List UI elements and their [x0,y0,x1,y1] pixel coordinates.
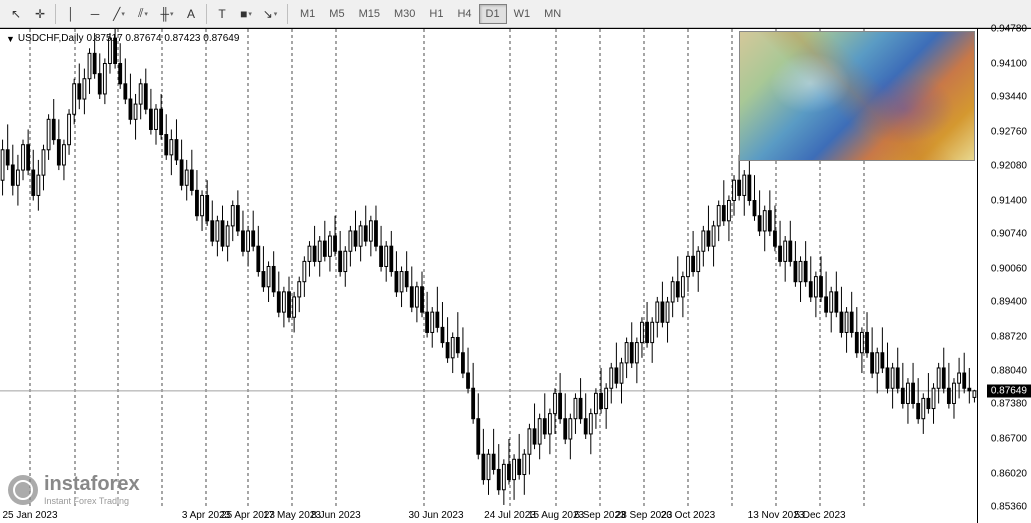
price-tick: 0.90740 [991,229,1027,240]
separator [206,4,207,24]
time-tick: 5 Dec 2023 [794,510,845,521]
price-tick: 0.94780 [991,24,1027,35]
price-tick: 0.89400 [991,296,1027,307]
price-tick: 0.90060 [991,263,1027,274]
time-tick: 8 Jun 2023 [311,510,361,521]
separator [287,4,288,24]
symbol-info: ▼ USDCHF,Daily 0.87517 0.87674 0.87423 0… [6,33,239,44]
price-tick: 0.92080 [991,161,1027,172]
time-tick: 20 Oct 2023 [661,510,715,521]
currency-image [739,31,975,161]
vline-icon[interactable]: │ [59,3,83,25]
timeframe-m1[interactable]: M1 [293,4,322,24]
drawing-toolbar: ↖✛ │─╱▾⫽▾╫▾AT■▾↘▾ M1M5M15M30H1H4D1W1MN [0,0,1031,28]
price-tick: 0.85360 [991,502,1027,513]
hline-icon[interactable]: ─ [83,3,107,25]
instaforex-logo: instaforex Instant Forex Trading [8,473,140,506]
price-tick: 0.88040 [991,366,1027,377]
separator [55,4,56,24]
chart-area: ▼ USDCHF,Daily 0.87517 0.87674 0.87423 0… [0,28,1031,522]
price-axis: 0.947800.941000.934400.927600.920800.914… [977,29,1031,523]
symbol-label: USDCHF,Daily [18,33,84,44]
trendline-icon[interactable]: ╱▾ [107,3,131,25]
price-tick: 0.94100 [991,58,1027,69]
ohlc-values: 0.87517 0.87674 0.87423 0.87649 [86,33,239,44]
price-tick: 0.88720 [991,331,1027,342]
current-price-marker: 0.87649 [987,384,1031,397]
logo-subtitle: Instant Forex Trading [44,496,140,506]
cursor-icon[interactable]: ↖ [4,3,28,25]
timeframe-h4[interactable]: H4 [450,4,478,24]
logo-icon [8,475,38,505]
equidistant-icon[interactable]: ⫽▾ [131,3,155,25]
timeframe-w1[interactable]: W1 [507,4,538,24]
textlabel-icon[interactable]: T [210,3,234,25]
logo-brand: instaforex [44,473,140,495]
timeframe-m5[interactable]: M5 [322,4,351,24]
price-tick: 0.93440 [991,91,1027,102]
dropdown-arrow-icon[interactable]: ▼ [6,34,15,44]
timeframe-mn[interactable]: MN [537,4,568,24]
price-tick: 0.86700 [991,434,1027,445]
time-tick: 25 Jan 2023 [2,510,57,521]
text-icon[interactable]: A [179,3,203,25]
time-tick: 30 Jun 2023 [408,510,463,521]
price-tick: 0.92760 [991,126,1027,137]
arrows-icon[interactable]: ↘▾ [258,3,282,25]
timeframe-m30[interactable]: M30 [387,4,422,24]
timeframe-h1[interactable]: H1 [422,4,450,24]
timeframe-d1[interactable]: D1 [479,4,507,24]
price-tick: 0.91400 [991,195,1027,206]
crosshair-icon[interactable]: ✛ [28,3,52,25]
price-tick: 0.86020 [991,468,1027,479]
price-tick: 0.87380 [991,399,1027,410]
fibo-icon[interactable]: ╫▾ [155,3,179,25]
time-axis: 25 Jan 20233 Apr 202325 Apr 202317 May 2… [0,506,977,522]
shapes-icon[interactable]: ■▾ [234,3,258,25]
timeframe-m15[interactable]: M15 [352,4,387,24]
